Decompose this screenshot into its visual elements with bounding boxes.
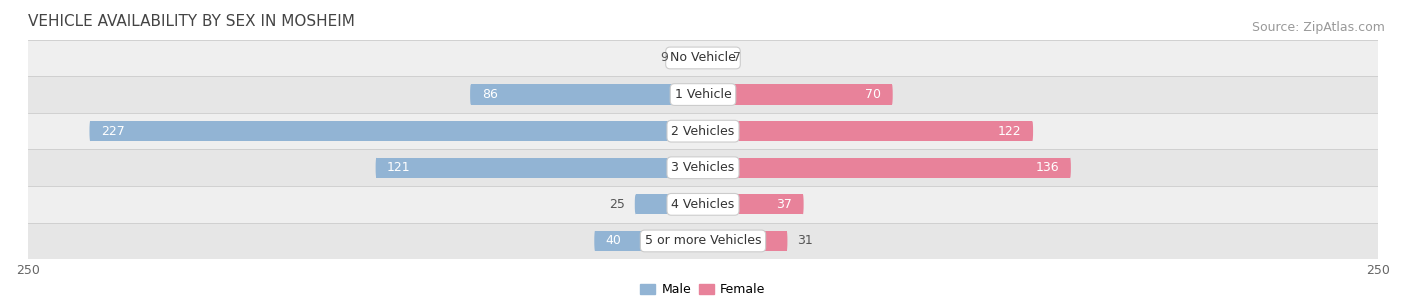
- Text: No Vehicle: No Vehicle: [671, 52, 735, 64]
- Bar: [703, 121, 1032, 141]
- Bar: [28, 149, 1378, 186]
- Circle shape: [1070, 158, 1071, 178]
- Circle shape: [891, 84, 893, 105]
- Bar: [703, 194, 803, 214]
- Circle shape: [470, 84, 471, 105]
- Bar: [28, 186, 1378, 223]
- Bar: [703, 231, 787, 251]
- Bar: [28, 113, 1378, 149]
- Circle shape: [786, 231, 787, 251]
- Circle shape: [721, 48, 723, 68]
- Text: 122: 122: [998, 125, 1022, 138]
- Circle shape: [634, 194, 637, 214]
- Text: 2 Vehicles: 2 Vehicles: [672, 125, 734, 138]
- Text: 1 Vehicle: 1 Vehicle: [675, 88, 731, 101]
- Bar: [595, 231, 703, 251]
- Bar: [90, 121, 703, 141]
- Circle shape: [678, 48, 679, 68]
- Bar: [703, 158, 1070, 178]
- Text: 136: 136: [1036, 161, 1059, 174]
- Text: 4 Vehicles: 4 Vehicles: [672, 198, 734, 211]
- Text: VEHICLE AVAILABILITY BY SEX IN MOSHEIM: VEHICLE AVAILABILITY BY SEX IN MOSHEIM: [28, 14, 354, 29]
- Bar: [703, 84, 891, 105]
- Bar: [636, 194, 703, 214]
- Text: 5 or more Vehicles: 5 or more Vehicles: [645, 235, 761, 247]
- Bar: [28, 40, 1378, 76]
- Text: 31: 31: [797, 235, 813, 247]
- Circle shape: [1032, 121, 1033, 141]
- Circle shape: [90, 121, 91, 141]
- Text: 121: 121: [387, 161, 411, 174]
- Text: 227: 227: [101, 125, 125, 138]
- Bar: [377, 158, 703, 178]
- Text: 7: 7: [733, 52, 741, 64]
- Bar: [471, 84, 703, 105]
- Text: 70: 70: [865, 88, 882, 101]
- Text: 3 Vehicles: 3 Vehicles: [672, 161, 734, 174]
- Bar: [28, 223, 1378, 259]
- Legend: Male, Female: Male, Female: [636, 278, 770, 301]
- Bar: [679, 48, 703, 68]
- Text: Source: ZipAtlas.com: Source: ZipAtlas.com: [1251, 21, 1385, 34]
- Text: 25: 25: [609, 198, 624, 211]
- Circle shape: [803, 194, 804, 214]
- Circle shape: [595, 231, 596, 251]
- Circle shape: [375, 158, 377, 178]
- Text: 9: 9: [659, 52, 668, 64]
- Text: 86: 86: [482, 88, 498, 101]
- Text: 37: 37: [776, 198, 792, 211]
- Bar: [28, 76, 1378, 113]
- Text: 40: 40: [606, 235, 621, 247]
- Bar: [703, 48, 721, 68]
